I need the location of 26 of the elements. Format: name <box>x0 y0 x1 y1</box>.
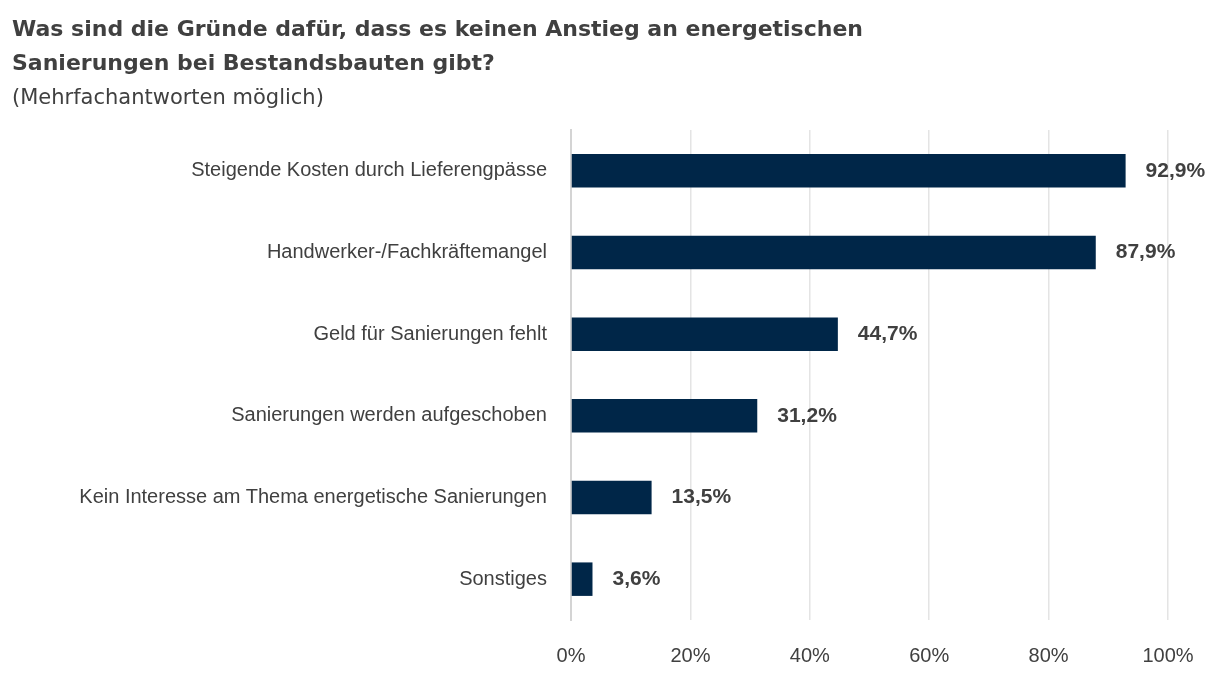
x-tick-label: 40% <box>789 643 831 666</box>
bar <box>571 480 652 515</box>
x-tick-label: 80% <box>1028 643 1069 666</box>
y-tick-label: Kein Interesse am Thema energetische Sanierungen <box>79 485 547 508</box>
y-tick-label: Handwerker-/Fachkräftemangel <box>266 240 547 263</box>
x-tick-label: 100% <box>1142 643 1194 666</box>
y-tick-label: Geld für Sanierungen fehlt <box>313 321 548 344</box>
y-tick-label: Sanierungen werden aufgeschoben <box>231 403 547 426</box>
y-tick-label: Sonstiges <box>459 566 547 589</box>
data-label: 87,9% <box>1115 239 1176 263</box>
bar <box>571 317 838 351</box>
data-label: 31,2% <box>777 402 838 426</box>
x-tick-label: 20% <box>670 643 711 666</box>
bar <box>571 399 758 433</box>
data-label: 3,6% <box>612 565 661 589</box>
y-tick-label: Steigende Kosten durch Lieferengpässe <box>191 158 547 181</box>
chart-title: Was sind die Gründe dafür, dass es keinen Anstieg an energetischen Sanierungen bei Bestandsbauten gibt? <box>12 16 863 75</box>
bar <box>571 154 1126 188</box>
bar <box>571 562 593 596</box>
x-tick-label: 60% <box>909 643 950 666</box>
data-label: 44,7% <box>857 320 918 344</box>
data-label: 92,9% <box>1145 157 1206 181</box>
x-tick-label: 0% <box>556 643 586 666</box>
bar <box>571 235 1096 270</box>
text: (Mehrfachantworten möglich) <box>12 85 324 109</box>
data-label: 13,5% <box>671 484 732 508</box>
